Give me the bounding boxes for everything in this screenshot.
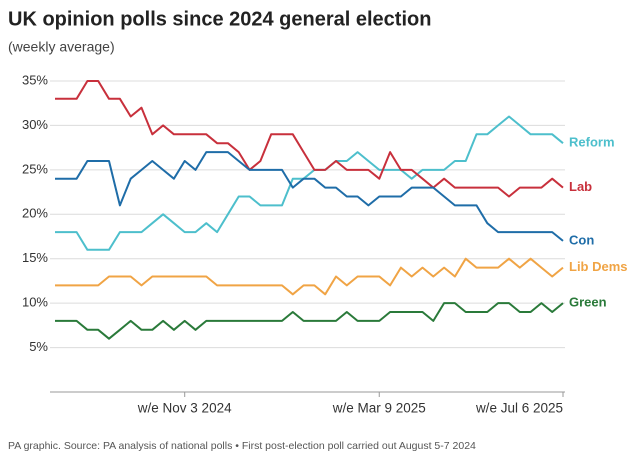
y-tick-label: 25% xyxy=(22,161,48,176)
chart-subtitle: (weekly average) xyxy=(8,39,115,55)
y-tick-label: 15% xyxy=(22,250,48,265)
x-tick-label: w/e Nov 3 2024 xyxy=(137,401,232,416)
legend-label: Lib Dems xyxy=(569,259,628,274)
x-tick-label: w/e Mar 9 2025 xyxy=(332,401,426,416)
legend-label: Reform xyxy=(569,135,615,150)
x-tick-label: w/e Jul 6 2025 xyxy=(475,401,563,416)
legend-label: Green xyxy=(569,295,607,310)
y-tick-label: 10% xyxy=(22,295,48,310)
chart-title: UK opinion polls since 2024 general elec… xyxy=(8,8,431,30)
y-tick-label: 5% xyxy=(29,339,48,354)
y-tick-label: 30% xyxy=(22,117,48,132)
legend-label: Con xyxy=(569,232,594,247)
legend-label: Lab xyxy=(569,179,592,194)
source-note: PA graphic. Source: PA analysis of natio… xyxy=(8,440,476,452)
series-line xyxy=(55,115,564,251)
series-line xyxy=(55,257,564,296)
series-line xyxy=(55,151,564,242)
y-tick-label: 20% xyxy=(22,206,48,221)
series-line xyxy=(55,80,564,198)
series-line xyxy=(55,302,564,340)
y-tick-label: 35% xyxy=(22,72,48,87)
